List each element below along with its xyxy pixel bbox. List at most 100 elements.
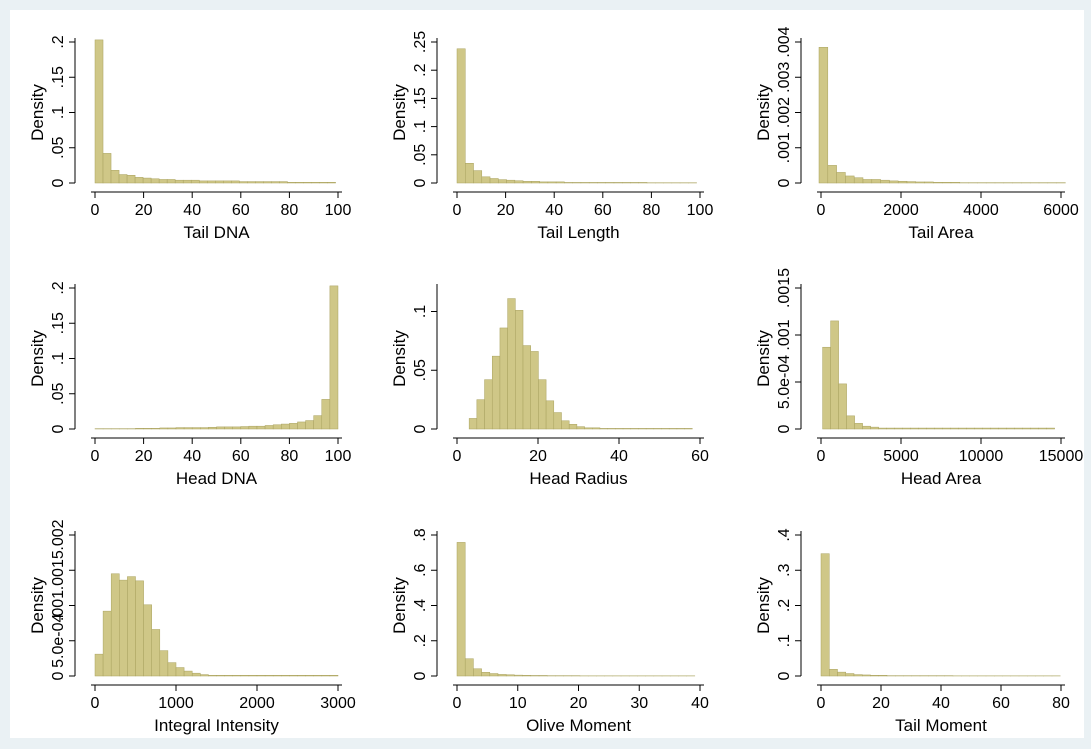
histogram-bar — [241, 675, 249, 676]
histogram-bar — [669, 428, 677, 429]
x-tick-label: 80 — [281, 202, 299, 219]
histogram-bar — [919, 428, 927, 429]
histogram-bar — [623, 428, 631, 429]
x-tick-label: 3000 — [320, 695, 356, 712]
histogram-bar — [561, 421, 569, 429]
histogram-bar — [207, 181, 215, 183]
histogram-bar — [215, 181, 223, 183]
y-tick-label: 0 — [776, 671, 793, 680]
histogram-bar — [143, 178, 151, 183]
y-axis-title: Density — [390, 330, 409, 387]
x-tick-label: 60 — [992, 695, 1010, 712]
histogram-bar — [151, 179, 159, 183]
x-tick-label: 0 — [453, 448, 462, 465]
histogram-bar — [608, 428, 616, 429]
y-tick-label: .3 — [776, 563, 793, 576]
histogram-bar — [330, 675, 338, 676]
y-tick-label: .05 — [412, 144, 429, 166]
histogram-bar — [233, 675, 241, 676]
x-tick-label: 10 — [509, 695, 527, 712]
histogram-bar — [615, 428, 623, 429]
histogram-bar — [999, 428, 1007, 429]
y-axis-title: Density — [754, 84, 773, 141]
histogram-bar — [184, 671, 192, 676]
histogram-bar — [200, 675, 208, 676]
y-tick-label: .004 — [776, 26, 793, 57]
histogram-bar — [119, 580, 127, 676]
histogram-bar — [1023, 428, 1031, 429]
x-axis-title: Tail Length — [537, 223, 619, 242]
histogram-bar — [103, 153, 111, 183]
histogram-bar — [646, 428, 654, 429]
x-axis-title: Tail Area — [908, 223, 974, 242]
histogram-bar — [548, 182, 556, 183]
histogram-bar — [916, 182, 925, 183]
histogram-bar — [540, 182, 548, 183]
y-tick-label: .05 — [50, 383, 67, 405]
histogram-bar — [281, 675, 289, 676]
histogram-bar — [314, 416, 322, 429]
histogram-bar — [492, 356, 500, 429]
x-tick-label: 4000 — [963, 202, 999, 219]
histogram-bar — [556, 182, 564, 183]
y-tick-label: .001 — [50, 590, 67, 621]
histogram-bar — [95, 654, 103, 676]
histogram-bar — [255, 182, 263, 183]
histogram-bar — [631, 182, 639, 183]
histogram-bar — [498, 674, 506, 676]
histogram-bar — [871, 675, 879, 676]
y-tick-label: .001 — [776, 132, 793, 163]
histogram-bar — [167, 179, 175, 183]
histogram-bar — [951, 182, 960, 183]
x-tick-label: 0 — [453, 695, 462, 712]
histogram-bar — [855, 423, 863, 429]
y-tick-label: .2 — [50, 35, 67, 48]
histogram-bar — [103, 611, 111, 676]
x-tick-label: 100 — [687, 202, 714, 219]
y-tick-label: .4 — [776, 528, 793, 541]
x-tick-label: 60 — [232, 448, 250, 465]
histogram-bar — [298, 675, 306, 676]
histogram-bar — [821, 554, 829, 676]
x-tick-label: 40 — [610, 448, 628, 465]
histogram-bar — [265, 675, 273, 676]
y-tick-label: .0015 — [50, 550, 67, 590]
histogram-bar — [249, 675, 257, 676]
y-tick-label: .4 — [412, 599, 429, 612]
histogram-bar — [273, 425, 281, 429]
histogram-bar — [639, 182, 647, 183]
histogram-bar — [306, 675, 314, 676]
histogram-bar — [168, 428, 176, 429]
histogram-bar — [903, 428, 911, 429]
x-tick-label: 0 — [91, 695, 100, 712]
histogram-bar — [589, 182, 597, 183]
histogram-bar — [837, 172, 846, 183]
histogram-bar — [823, 347, 831, 429]
histogram-bar — [184, 428, 192, 429]
x-tick-label: 20 — [529, 448, 547, 465]
histogram-bar — [514, 675, 522, 676]
histogram-bar — [257, 675, 265, 676]
histogram-bar — [942, 182, 951, 183]
histogram-bar — [303, 182, 311, 183]
y-axis-title: Density — [390, 84, 409, 141]
histogram-bar — [111, 170, 119, 183]
x-tick-label: 100 — [325, 448, 352, 465]
x-tick-label: 20 — [497, 202, 515, 219]
histogram-bar — [281, 424, 289, 429]
y-axis-title: Density — [28, 330, 47, 387]
histogram-bar — [257, 426, 265, 429]
x-tick-label: 20 — [135, 448, 153, 465]
histogram-bar — [515, 310, 523, 429]
histogram-bar — [845, 176, 854, 183]
histogram-bar — [191, 180, 199, 183]
y-tick-label: .2 — [776, 599, 793, 612]
histogram-bar — [225, 675, 233, 676]
x-tick-label: 0 — [817, 695, 826, 712]
histogram-bar — [831, 321, 839, 429]
y-tick-label: 0 — [776, 178, 793, 187]
histogram-bar — [144, 605, 152, 676]
histogram-bar — [473, 669, 481, 676]
y-axis-title: Density — [754, 330, 773, 387]
